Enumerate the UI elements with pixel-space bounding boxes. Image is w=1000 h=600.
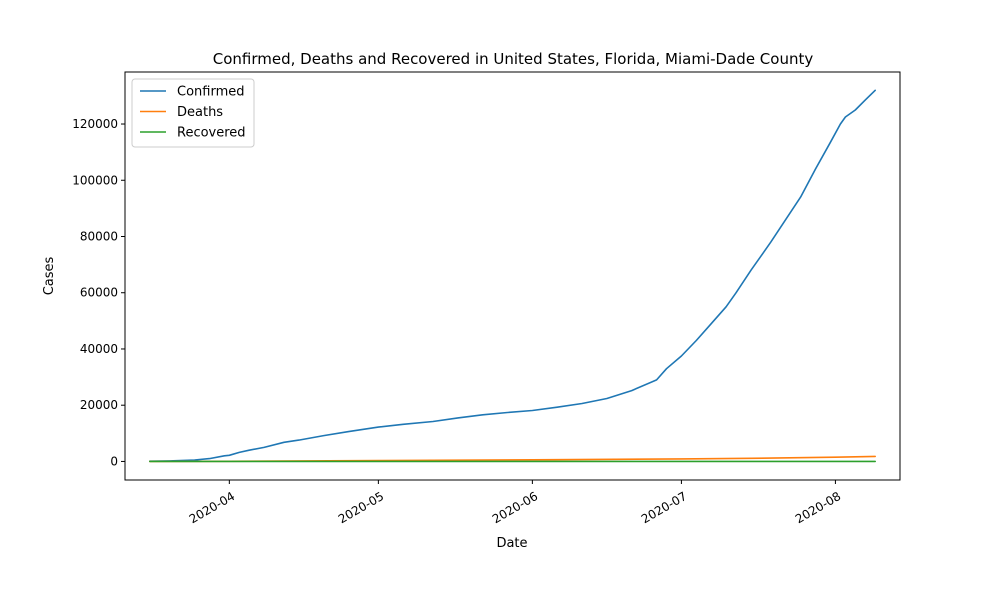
- y-tick-label: 0: [110, 454, 118, 468]
- y-tick-label: 60000: [80, 286, 118, 300]
- chart-title: Confirmed, Deaths and Recovered in Unite…: [213, 50, 814, 68]
- series-layer: [149, 89, 877, 463]
- plot-frame: [124, 71, 901, 481]
- legend: Confirmed Deaths Recovered: [131, 78, 255, 148]
- x-axis-title: Date: [496, 536, 527, 551]
- plot-area: [124, 71, 901, 481]
- legend-label-confirmed: Confirmed: [177, 85, 245, 100]
- legend-label-recovered: Recovered: [177, 126, 246, 141]
- y-tick-label: 40000: [80, 342, 118, 356]
- legend-label-deaths: Deaths: [177, 105, 223, 120]
- y-tick-label: 100000: [72, 173, 118, 187]
- series-line-confirmed: [149, 89, 877, 463]
- y-tick-label: 80000: [80, 229, 118, 243]
- y-tick-label: 20000: [80, 398, 118, 412]
- legend-box: [131, 78, 255, 148]
- y-tick-label: 120000: [72, 117, 118, 131]
- y-axis: 0 20000 40000 60000 80000 100000 120000: [72, 117, 125, 468]
- y-axis-title: Cases: [42, 256, 57, 295]
